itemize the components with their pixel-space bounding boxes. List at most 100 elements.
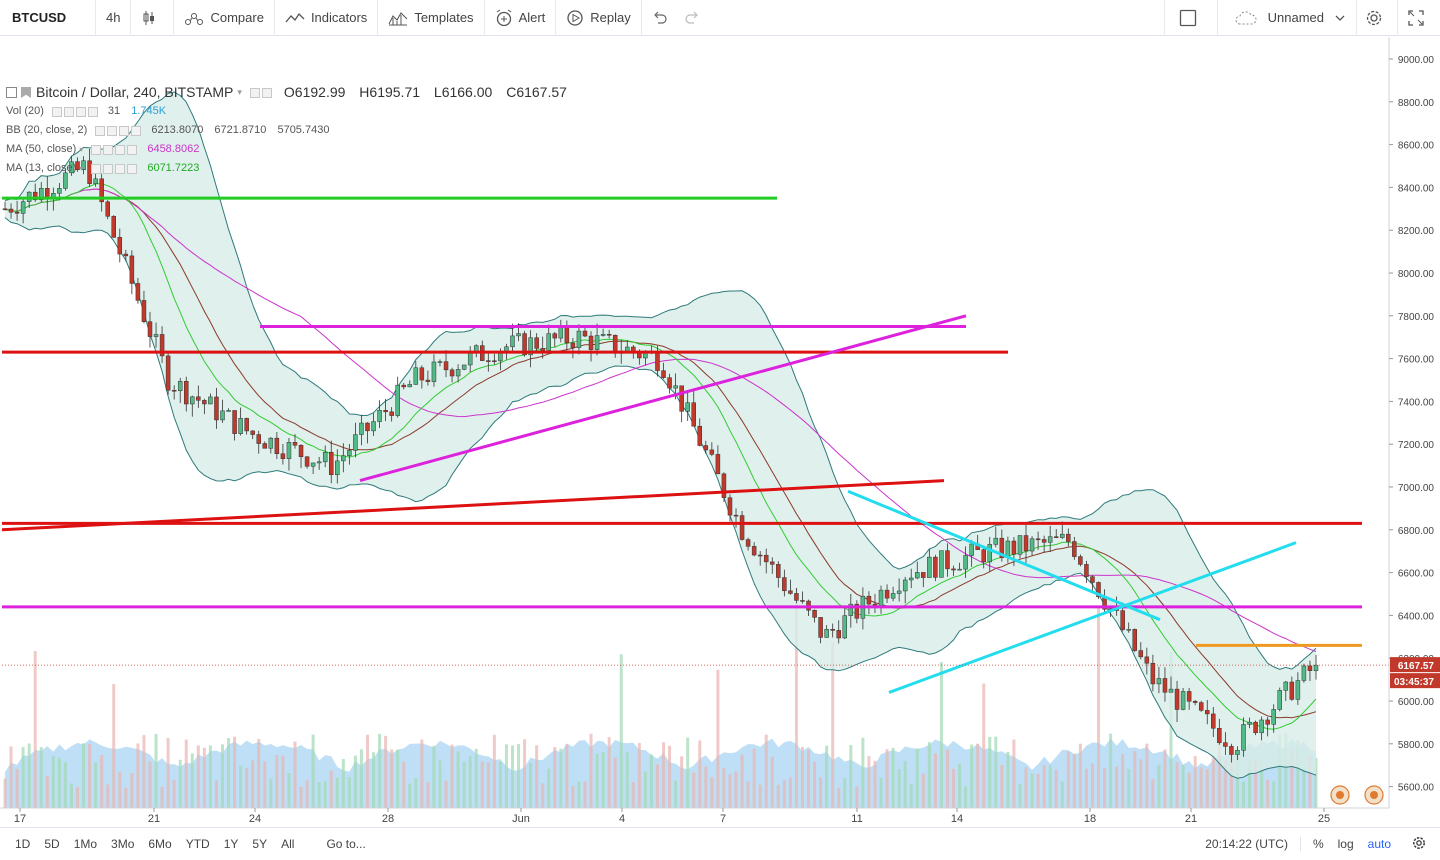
volume-bar [317, 782, 321, 808]
candle-body [431, 361, 437, 382]
legend-chevron-icon[interactable]: ▾ [237, 87, 242, 97]
candle-body [516, 333, 521, 337]
volume-bar [970, 744, 974, 808]
candle-body [552, 333, 558, 339]
event-badges[interactable] [1330, 785, 1384, 805]
indicators-icon [285, 12, 305, 22]
layout-menu-button[interactable]: Unnamed [1218, 0, 1357, 36]
volume-bar [462, 761, 466, 808]
ma13-buttons[interactable] [91, 163, 139, 174]
auto-toggle[interactable]: auto [1367, 837, 1391, 851]
replay-button[interactable]: Replay [556, 0, 642, 36]
price-tick-label: 8600.00 [1398, 141, 1435, 152]
redo-icon[interactable] [684, 11, 700, 25]
symbol-search[interactable]: BTCUSD [0, 0, 96, 36]
range-6mo[interactable]: 6Mo [148, 837, 172, 851]
time-axis[interactable]: 17 21 24 28 Jun 4 7 11 14 18 21 25 [0, 807, 1389, 825]
volume-bar [1115, 766, 1119, 808]
volume-bar [619, 654, 623, 808]
range-5y[interactable]: 5Y [252, 837, 268, 851]
candle-body [1120, 610, 1125, 630]
low-value: L6166.00 [433, 84, 493, 100]
range-1mo[interactable]: 1Mo [73, 837, 98, 851]
price-tick-label: 5600.00 [1398, 783, 1435, 794]
volume-bar [939, 662, 943, 808]
volume-bar [1308, 755, 1312, 808]
volume-bar [655, 764, 659, 808]
bb-buttons[interactable] [95, 125, 143, 136]
volume-bar [353, 755, 357, 808]
candle-body [522, 333, 527, 356]
volume-bar [1175, 762, 1179, 808]
cyan-down-trend-line[interactable] [847, 489, 1161, 622]
ma50-chevron-icon[interactable]: ▾ [79, 145, 84, 154]
volume-bar [921, 773, 925, 808]
price-chart[interactable]: 9000.00 8800.00 8600.00 8400.00 8200.00 8000.… [0, 37, 1440, 827]
range-all[interactable]: All [281, 837, 295, 851]
candle-body [510, 335, 515, 348]
candle-body [347, 450, 352, 456]
volume-bar [1121, 754, 1125, 808]
log-toggle[interactable]: log [1337, 837, 1354, 851]
volume-bar [855, 786, 859, 808]
drawing-lines[interactable] [1, 196, 1389, 694]
undo-icon[interactable] [652, 11, 668, 25]
volume-bar [831, 642, 835, 808]
legend-main-buttons[interactable] [249, 87, 274, 98]
legend-row-ma13[interactable]: MA (13, close) ▾ 6071.7223 [6, 159, 567, 178]
vol-buttons[interactable] [51, 106, 100, 117]
candle-body [8, 208, 14, 213]
candle-body [437, 361, 443, 363]
red-trend-line[interactable] [1, 479, 945, 532]
ma13-chevron-icon[interactable]: ▾ [79, 164, 84, 173]
cloud-icon [1235, 10, 1257, 24]
settings-button[interactable] [1357, 0, 1398, 36]
cyan-up-trend-line[interactable] [888, 541, 1297, 694]
legend-row-bb[interactable]: BB (20, close, 2) 6213.8070 6721.8710 57… [6, 121, 567, 140]
price-axis[interactable]: 9000.00 8800.00 8600.00 8400.00 8200.00 8000.… [1388, 37, 1440, 808]
volume-bar [927, 742, 931, 808]
volume-bar [1235, 755, 1239, 808]
volume-bar [517, 744, 521, 808]
expand-button[interactable] [1398, 0, 1440, 36]
candle-body [1192, 701, 1198, 703]
templates-button[interactable]: Templates [378, 0, 485, 36]
compare-button[interactable]: Compare [174, 0, 275, 36]
utc-clock[interactable]: 20:14:22 (UTC) [1205, 837, 1288, 851]
volume-bar [541, 783, 545, 808]
range-1d[interactable]: 1D [15, 837, 31, 851]
candle-body [1277, 690, 1283, 710]
candle-body [214, 396, 219, 421]
range-5d[interactable]: 5D [44, 837, 60, 851]
ma50-buttons[interactable] [91, 144, 139, 155]
range-3mo[interactable]: 3Mo [111, 837, 135, 851]
legend-row-volume[interactable]: Vol (20) 31 1.745K [6, 102, 567, 121]
range-1y[interactable]: 1Y [223, 837, 239, 851]
candle-body [818, 617, 823, 638]
volume-bar [788, 777, 792, 808]
chart-style-button[interactable] [131, 0, 175, 36]
interval-button[interactable]: 4h [96, 0, 132, 36]
magenta-trend-line[interactable] [359, 314, 967, 483]
candle-body [878, 589, 884, 606]
indicators-button[interactable]: Indicators [275, 0, 379, 36]
chart-pane[interactable]: 9000.00 8800.00 8600.00 8400.00 8200.00 8000.… [0, 37, 1440, 827]
high-value: H6195.71 [359, 84, 421, 100]
alert-button[interactable]: Alert [485, 0, 557, 36]
candle-body [2, 208, 8, 211]
range-ytd[interactable]: YTD [185, 837, 210, 851]
volume-bar [341, 758, 345, 808]
percent-toggle[interactable]: % [1299, 837, 1331, 851]
fullscreen-toggle-button[interactable] [1165, 0, 1218, 36]
volume-bar [63, 762, 67, 808]
candle-body [202, 400, 207, 405]
collapse-icon[interactable] [6, 87, 17, 98]
layout-name: Unnamed [1267, 10, 1324, 25]
axis-settings-button[interactable] [1398, 836, 1440, 853]
volume-bar [535, 745, 539, 808]
volume-bar [124, 787, 128, 808]
candle-body [594, 335, 600, 350]
candle-body [745, 539, 751, 547]
legend-row-ma50[interactable]: MA (50, close) ▾ 6458.8062 [6, 140, 567, 159]
goto-button[interactable]: Go to... [326, 837, 366, 851]
